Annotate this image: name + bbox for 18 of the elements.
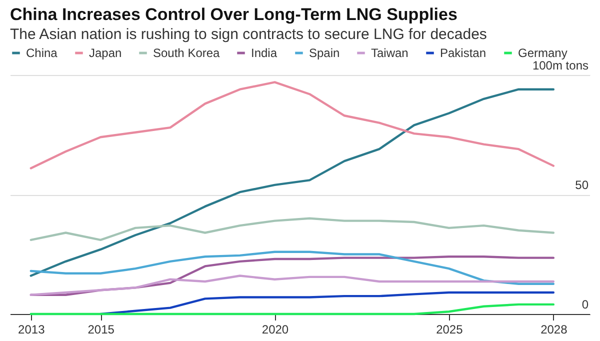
legend-label: South Korea <box>153 46 220 60</box>
x-tick-label: 2015 <box>88 322 115 336</box>
legend-label: Taiwan <box>371 46 408 60</box>
legend-label: Pakistan <box>440 46 486 60</box>
legend-label: Germany <box>518 46 568 60</box>
legend-label: Japan <box>89 46 122 60</box>
legend-label: China <box>26 46 58 60</box>
chart-subtitle: The Asian nation is rushing to sign contracts to secure LNG for decades <box>10 26 487 43</box>
y-tick-label: 100m tons <box>532 58 588 72</box>
x-tick-label: 2025 <box>436 322 464 336</box>
x-tick-label: 2028 <box>540 322 568 336</box>
legend-label: Spain <box>309 46 340 60</box>
x-tick-label: 2013 <box>18 322 46 336</box>
chart-title: China Increases Control Over Long-Term LNG Supplies <box>10 5 458 24</box>
y-tick-label: 50 <box>575 178 589 192</box>
legend-label: India <box>251 46 278 60</box>
x-tick-label: 2020 <box>262 322 289 336</box>
y-tick-label: 0 <box>582 298 589 312</box>
